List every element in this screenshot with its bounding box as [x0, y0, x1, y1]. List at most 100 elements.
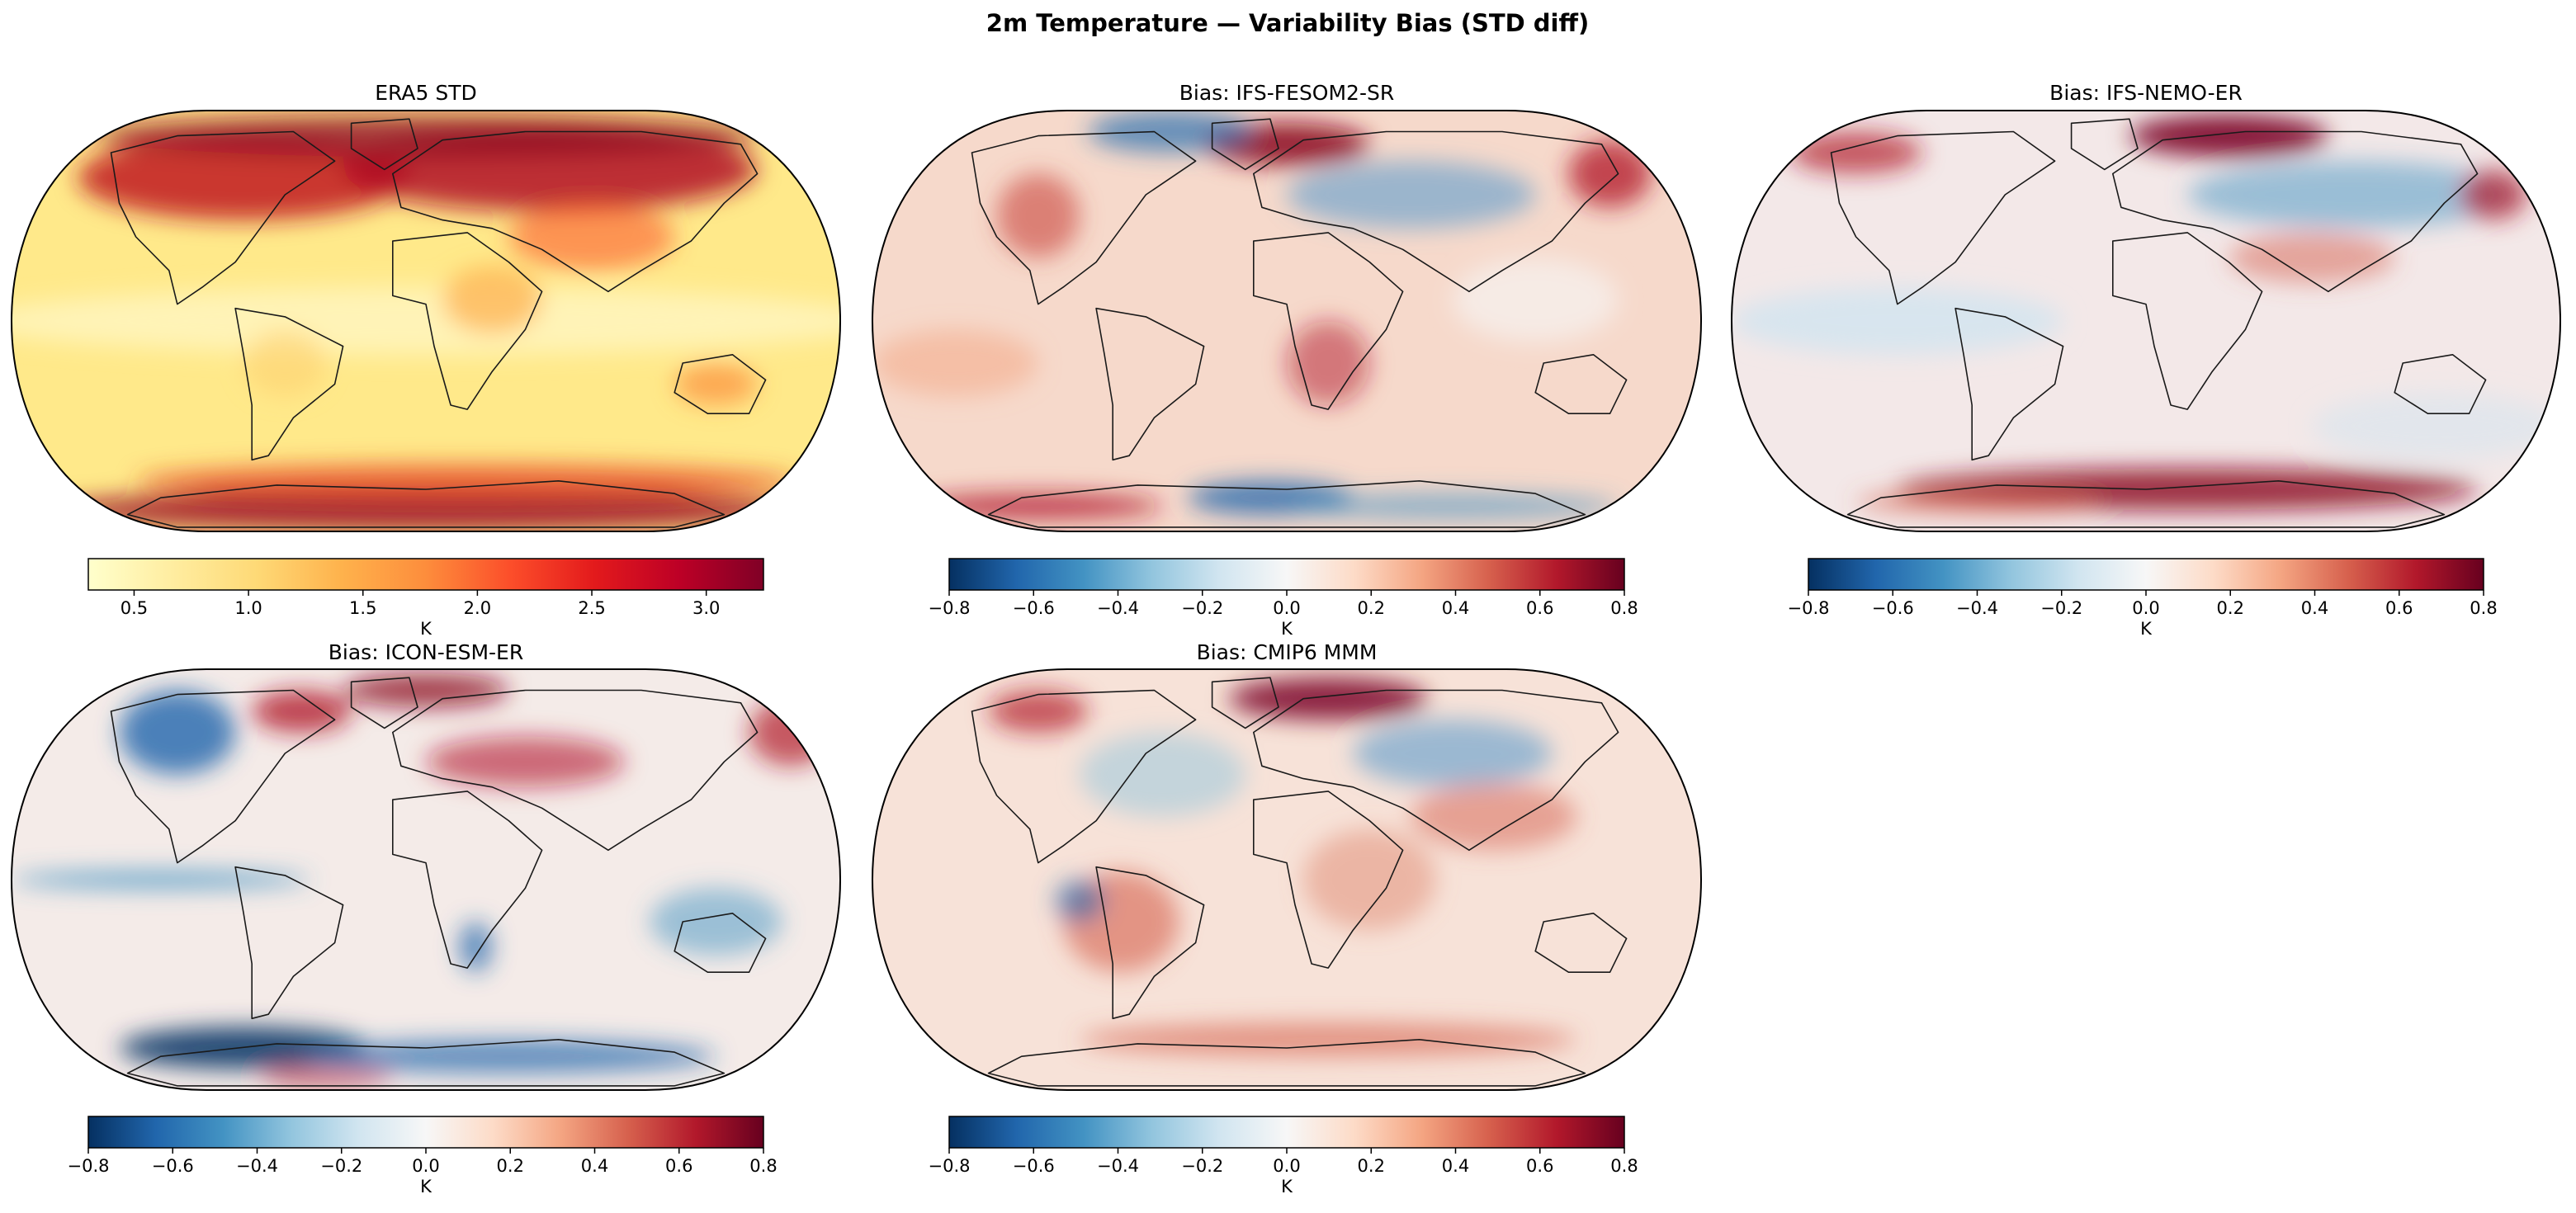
colorbar-tick-label: 0.2 — [1358, 598, 1385, 618]
coastline-eurasia — [391, 130, 759, 293]
colorbar-tick-label: −0.6 — [1013, 598, 1055, 618]
map-field — [12, 669, 840, 1090]
colorbar-tick-label: 0.6 — [665, 1156, 692, 1176]
anomaly-blob — [2129, 115, 2328, 158]
anomaly-blob — [1411, 782, 1577, 851]
coastline-north-america — [110, 130, 336, 305]
anomaly-blob — [343, 673, 509, 707]
colorbar: 0.5 1.0 1.5 2.0 2.5 3.0 K — [87, 558, 764, 639]
coastline-greenland — [350, 118, 418, 171]
map-panel: Bias: IFS-NEMO-ER −0.8 −0.6 −0.4 −0.2 0.0 0.2 0… — [1730, 81, 2562, 639]
figure-title: 2m Temperature — Variability Bias (STD d… — [986, 9, 1589, 37]
coastline-north-america — [971, 689, 1197, 864]
colorbar-tick-label: 0.8 — [2470, 598, 2497, 618]
colorbar-tick-label: 0.4 — [2301, 598, 2328, 618]
colorbar: −0.8 −0.6 −0.4 −0.2 0.0 0.2 0.4 0.6 0.8 K — [929, 558, 1638, 639]
anomaly-blob — [78, 135, 409, 220]
coastline-australia — [2394, 353, 2487, 415]
colorbar-tick-label: −0.4 — [1956, 598, 1998, 618]
anomaly-field — [988, 677, 1577, 1057]
coastline-north-america — [110, 689, 336, 864]
colorbar-tick-label: 0.2 — [1358, 1156, 1385, 1176]
coastline-south-america — [1095, 866, 1205, 1020]
coastline-australia — [1534, 353, 1628, 415]
panel-title: Bias: CMIP6 MMM — [1197, 640, 1378, 664]
colorbar-tick-label: 0.8 — [749, 1156, 777, 1176]
anomaly-blob — [996, 173, 1080, 258]
anomaly-blob — [12, 871, 310, 889]
colorbar-unit-label: K — [420, 619, 432, 639]
coastline-greenland — [1211, 677, 1279, 729]
map-panel: Bias: ICON-ESM-ER −0.8 −0.6 −0.4 −0.2 0.0 0.2 0… — [10, 640, 842, 1196]
coastline-greenland — [2070, 118, 2139, 171]
anomaly-blob — [1287, 493, 1619, 519]
coastline-north-america — [971, 130, 1197, 305]
colorbar-tick-label: −0.6 — [1013, 1156, 1055, 1176]
anomaly-blob — [426, 736, 625, 787]
anomaly-blob — [1568, 139, 1652, 208]
coastlines — [110, 118, 767, 528]
colorbar: −0.8 −0.6 −0.4 −0.2 0.0 0.2 0.4 0.6 0.8 K — [68, 1116, 778, 1196]
anomaly-blob — [301, 1039, 716, 1074]
colorbar-tick-label: 0.8 — [1610, 1156, 1638, 1176]
map-outline — [871, 110, 1703, 532]
colorbar-tick-label: −0.2 — [320, 1156, 362, 1176]
anomaly-blob — [872, 329, 1038, 397]
map-panel: Bias: IFS-FESOM2-SR −0.8 −0.6 −0.4 −0.2 0.0 0.… — [871, 81, 1703, 639]
coastline-africa — [1253, 791, 1404, 969]
anomaly-blob — [749, 698, 832, 767]
coastline-south-america — [1954, 307, 2064, 461]
panel-title: Bias: ICON-ESM-ER — [328, 640, 523, 664]
anomaly-blob — [1080, 732, 1245, 817]
coastline-eurasia — [1253, 130, 1619, 293]
anomaly-field — [872, 111, 1652, 519]
coastline-eurasia — [2112, 130, 2479, 293]
colorbar-tick-label: −0.2 — [1181, 1156, 1223, 1176]
coastline-australia — [674, 913, 767, 973]
coastlines — [971, 677, 1628, 1087]
coastline-antarctica — [126, 479, 726, 528]
colorbar-unit-label: K — [420, 1177, 432, 1196]
anomaly-blob — [1287, 321, 1370, 405]
colorbar-gradient — [948, 1116, 1625, 1149]
anomaly-blob — [252, 690, 352, 733]
map-background — [872, 669, 1701, 1090]
anomaly-blob — [1353, 720, 1553, 787]
map-field — [872, 111, 1701, 531]
colorbar-tick-label: 0.6 — [1526, 1156, 1553, 1176]
coastline-antarctica — [126, 1039, 726, 1087]
panel-title: Bias: IFS-NEMO-ER — [2049, 81, 2243, 105]
panel-title: Bias: IFS-FESOM2-SR — [1179, 81, 1394, 105]
colorbar-gradient — [948, 558, 1625, 591]
anomaly-blob — [53, 489, 799, 531]
coastline-south-america — [234, 307, 344, 461]
coastline-australia — [1534, 913, 1628, 973]
anomaly-blob — [2311, 392, 2560, 460]
colorbar-tick-label: −0.2 — [2040, 598, 2082, 618]
colorbar-tick-label: 0.0 — [2132, 598, 2159, 618]
anomaly-blob — [2460, 169, 2527, 220]
colorbar: −0.8 −0.6 −0.4 −0.2 0.0 0.2 0.4 0.6 0.8 K — [929, 1116, 1638, 1196]
colorbar-tick-label: 0.4 — [581, 1156, 608, 1176]
anomaly-blob — [1452, 257, 1619, 342]
anomaly-blob — [650, 888, 782, 956]
colorbar-tick-label: 0.0 — [1273, 1156, 1300, 1176]
anomaly-blob — [243, 329, 327, 397]
anomaly-blob — [260, 1069, 393, 1086]
anomaly-blob — [508, 203, 675, 271]
map-field — [1732, 111, 2560, 531]
colorbar-tick-label: −0.6 — [152, 1156, 194, 1176]
anomaly-field — [1732, 115, 2560, 515]
anomaly-blob — [459, 922, 493, 973]
colorbar-tick-label: −0.2 — [1181, 598, 1223, 618]
colorbar-tick-label: −0.8 — [929, 598, 971, 618]
anomaly-blob — [1287, 161, 1536, 229]
colorbar-tick-label: 0.0 — [1273, 598, 1300, 618]
colorbar-tick-label: 0.8 — [1610, 598, 1638, 618]
coastline-south-america — [234, 866, 344, 1020]
anomaly-blob — [1088, 111, 1254, 153]
anomaly-field — [12, 673, 832, 1086]
colorbar-tick-label: 0.4 — [1442, 598, 1469, 618]
anomaly-blob — [1080, 1022, 1577, 1057]
